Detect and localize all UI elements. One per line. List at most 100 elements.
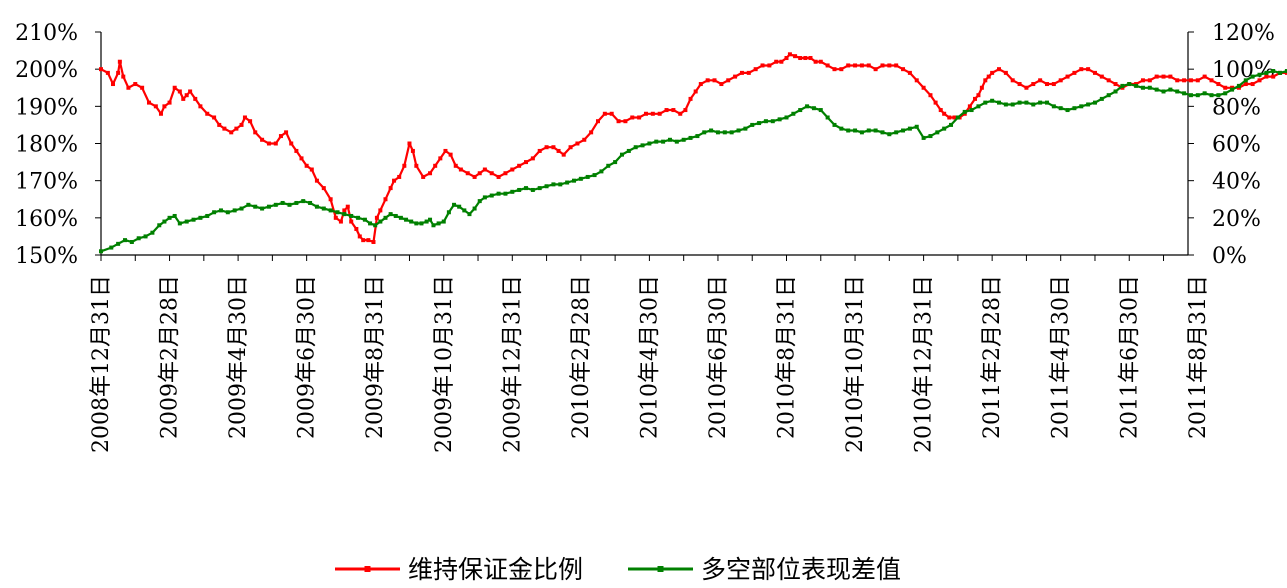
data-point [880, 130, 885, 135]
data-point [853, 128, 858, 133]
data-point [602, 111, 607, 116]
data-point [167, 100, 172, 105]
data-point [818, 59, 823, 64]
data-point [637, 115, 642, 120]
data-point [712, 78, 717, 83]
data-point [1099, 96, 1104, 101]
data-point [1024, 100, 1029, 105]
x-tick-label: 2010年12月31日 [912, 275, 937, 453]
data-point [616, 119, 621, 124]
x-tick-label: 2010年6月30日 [706, 275, 731, 439]
data-point [357, 234, 362, 239]
data-point [619, 152, 624, 157]
data-point [162, 104, 167, 109]
data-point [1202, 91, 1207, 96]
data-point [667, 137, 672, 142]
data-point [1072, 70, 1077, 75]
data-point [453, 163, 458, 168]
data-point [719, 82, 724, 87]
data-point [129, 239, 134, 244]
data-point [1086, 102, 1091, 107]
data-point [234, 126, 239, 131]
data-point [477, 171, 482, 176]
data-point [805, 104, 810, 109]
data-point [177, 89, 182, 94]
data-point [654, 139, 659, 144]
data-point [407, 141, 412, 146]
data-point [733, 74, 738, 79]
data-point [294, 148, 299, 153]
data-point [582, 137, 587, 142]
y-right-tick-label: 0% [1212, 244, 1247, 269]
data-point [217, 122, 222, 127]
data-point [880, 63, 885, 68]
data-point [294, 200, 299, 205]
data-point [246, 202, 251, 207]
data-point [1051, 82, 1056, 87]
data-point [859, 63, 864, 68]
data-point [193, 96, 198, 101]
data-point [763, 119, 768, 124]
data-point [140, 85, 145, 90]
data-point [702, 130, 707, 135]
x-tick-label: 2010年10月31日 [843, 275, 868, 453]
data-point [739, 70, 744, 75]
data-point [362, 217, 367, 222]
data-point [116, 241, 121, 246]
data-point [1161, 74, 1166, 79]
data-point [678, 111, 683, 116]
data-point [698, 82, 703, 87]
y-right-tick-label: 100% [1212, 58, 1275, 83]
data-point [333, 215, 338, 220]
data-point [1182, 78, 1187, 83]
data-point [482, 167, 487, 172]
data-point [438, 156, 443, 161]
data-point [818, 108, 823, 113]
x-tick-label: 2009年8月31日 [363, 275, 388, 439]
data-point [1188, 93, 1193, 98]
data-point [705, 78, 710, 83]
data-point [143, 234, 148, 239]
data-point [947, 115, 952, 120]
data-point [121, 74, 126, 79]
data-point [1092, 100, 1097, 105]
data-point [777, 117, 782, 122]
data-point [136, 236, 141, 241]
data-point [366, 238, 371, 243]
data-point [1202, 74, 1207, 79]
data-point [414, 221, 419, 226]
data-point [188, 89, 193, 94]
data-point [767, 63, 772, 68]
data-point [239, 122, 244, 127]
data-point [414, 163, 419, 168]
data-point [1120, 83, 1125, 88]
data-point [371, 239, 376, 244]
data-point [273, 202, 278, 207]
data-point [260, 137, 265, 142]
data-point [1044, 100, 1049, 105]
data-point [599, 169, 604, 174]
data-point [1003, 102, 1008, 107]
data-point [328, 197, 333, 202]
data-point [517, 163, 522, 168]
x-tick-label: 2011年4月30日 [1049, 275, 1074, 439]
legend: 维持保证金比例 多空部位表现差值 [335, 555, 901, 584]
x-tick-label: 2009年10月31日 [432, 275, 457, 453]
data-point [803, 56, 808, 61]
data-point [1264, 70, 1269, 75]
data-point [431, 223, 436, 228]
data-point [568, 145, 573, 150]
data-point [1223, 91, 1228, 96]
data-point [551, 145, 556, 150]
data-point [1038, 78, 1043, 83]
data-point [753, 67, 758, 72]
data-point [681, 137, 686, 142]
data-point [452, 202, 457, 207]
data-point [496, 174, 501, 179]
data-point [938, 108, 943, 113]
legend-label-1: 多空部位表现差值 [701, 555, 901, 584]
data-point [1010, 102, 1015, 107]
data-point [1017, 100, 1022, 105]
data-point [184, 219, 189, 224]
data-point [901, 67, 906, 72]
